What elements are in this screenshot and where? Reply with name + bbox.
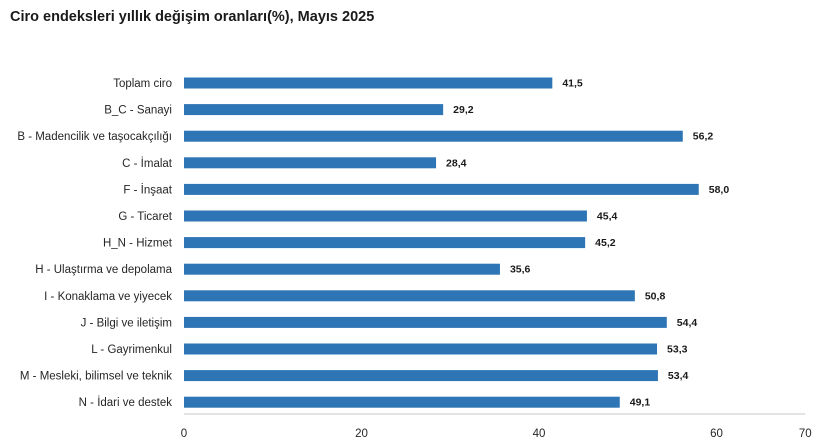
- data-label: 35,6: [510, 264, 531, 276]
- data-label: 29,2: [453, 104, 474, 116]
- x-tick-label: 0: [181, 428, 187, 440]
- data-label: 41,5: [562, 78, 583, 90]
- x-tick-label: 40: [533, 428, 546, 440]
- x-tick-label: 20: [355, 428, 368, 440]
- chart-title: Ciro endeksleri yıllık değişim oranları(…: [10, 9, 375, 25]
- category-label: F - İnşaat: [123, 183, 172, 196]
- x-tick-label: 70: [799, 428, 812, 440]
- category-label: C - İmalat: [122, 157, 173, 170]
- bar: [184, 343, 658, 355]
- data-label: 58,0: [709, 184, 730, 196]
- category-label: I - Konaklama ve yiyecek: [44, 291, 172, 303]
- data-label: 53,4: [668, 370, 689, 382]
- bar: [184, 157, 437, 169]
- bar: [184, 396, 620, 408]
- category-label: J - Bilgi ve iletişim: [81, 317, 172, 329]
- bar: [184, 237, 586, 249]
- bar: [184, 370, 658, 382]
- category-label: H - Ulaştırma ve depolama: [35, 264, 172, 276]
- data-label: 50,8: [645, 290, 666, 302]
- data-label: 49,1: [630, 397, 651, 409]
- category-label: N - İdari ve destek: [79, 396, 173, 409]
- x-axis-ticks: 0 20 40 60 70: [181, 428, 812, 440]
- bar: [184, 183, 699, 195]
- category-label: Toplam ciro: [113, 78, 172, 90]
- category-label: G - Ticaret: [118, 211, 172, 223]
- data-label: 56,2: [693, 131, 714, 143]
- category-label: B_C - Sanayi: [104, 105, 172, 117]
- category-label: B - Madencilik ve taşocakçılığı: [17, 131, 172, 143]
- bar: [184, 130, 683, 142]
- data-label: 54,4: [677, 317, 698, 329]
- data-label: 45,4: [597, 211, 618, 223]
- data-label: 45,2: [595, 237, 616, 249]
- bar: [184, 263, 500, 275]
- bar: [184, 290, 635, 302]
- bars-layer: Toplam ciro 41,5 B_C - Sanayi 29,2 B - Maden…: [17, 77, 730, 409]
- bar: [184, 210, 587, 222]
- x-tick-label: 60: [710, 428, 723, 440]
- data-label: 28,4: [446, 157, 467, 169]
- bar: [184, 104, 444, 116]
- category-label: L - Gayrimenkul: [91, 344, 172, 356]
- bar: [184, 316, 667, 328]
- data-label: 53,3: [667, 344, 688, 356]
- category-label: H_N - Hizmet: [103, 238, 173, 250]
- bar: [184, 77, 553, 89]
- category-label: M - Mesleki, bilimsel ve teknik: [20, 371, 172, 383]
